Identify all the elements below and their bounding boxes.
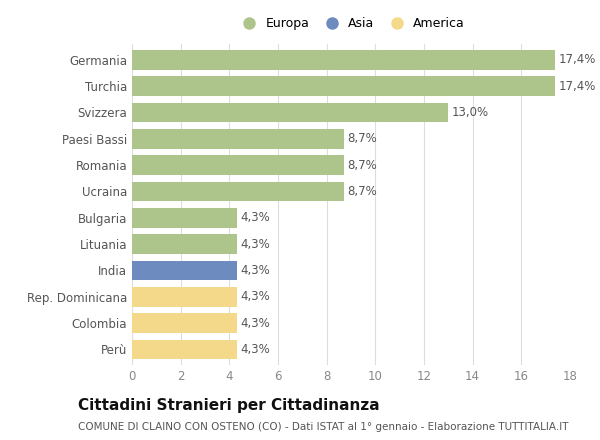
Bar — [132, 155, 344, 175]
Text: 4,3%: 4,3% — [240, 238, 270, 251]
Bar — [132, 234, 236, 254]
Text: 17,4%: 17,4% — [559, 53, 596, 66]
Text: 4,3%: 4,3% — [240, 290, 270, 303]
Bar — [132, 76, 556, 96]
Text: 8,7%: 8,7% — [347, 185, 377, 198]
Text: COMUNE DI CLAINO CON OSTENO (CO) - Dati ISTAT al 1° gennaio - Elaborazione TUTTI: COMUNE DI CLAINO CON OSTENO (CO) - Dati … — [78, 422, 569, 432]
Text: 8,7%: 8,7% — [347, 158, 377, 172]
Bar — [132, 50, 556, 70]
Bar — [132, 208, 236, 227]
Bar — [132, 182, 344, 202]
Bar — [132, 287, 236, 307]
Text: 4,3%: 4,3% — [240, 264, 270, 277]
Bar — [132, 313, 236, 333]
Legend: Europa, Asia, America: Europa, Asia, America — [235, 15, 467, 33]
Text: 13,0%: 13,0% — [452, 106, 489, 119]
Text: 4,3%: 4,3% — [240, 343, 270, 356]
Bar — [132, 129, 344, 149]
Bar — [132, 103, 448, 122]
Bar — [132, 260, 236, 280]
Text: 8,7%: 8,7% — [347, 132, 377, 145]
Text: 17,4%: 17,4% — [559, 80, 596, 93]
Text: Cittadini Stranieri per Cittadinanza: Cittadini Stranieri per Cittadinanza — [78, 398, 380, 413]
Text: 4,3%: 4,3% — [240, 211, 270, 224]
Bar — [132, 340, 236, 359]
Text: 4,3%: 4,3% — [240, 316, 270, 330]
